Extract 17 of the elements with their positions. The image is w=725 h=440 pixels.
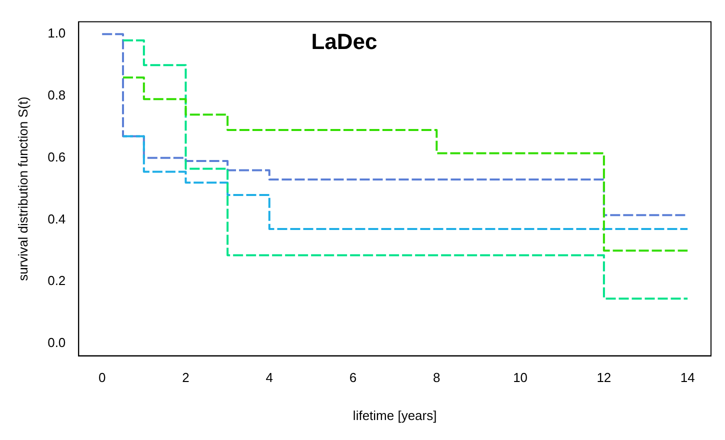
x-tick-label: 8 — [433, 370, 440, 386]
x-axis-title: lifetime [years] — [352, 408, 437, 423]
x-tick-label: 10 — [513, 370, 528, 386]
x-tick-label: 12 — [596, 370, 612, 386]
y-tick-label: 0.2 — [48, 273, 66, 288]
y-tick-label: 0.8 — [48, 88, 66, 103]
x-tick-label: 0 — [98, 370, 106, 386]
y-tick-label: 0.6 — [48, 149, 66, 164]
y-tick-label: 0.0 — [48, 335, 66, 350]
y-tick-label: 0.4 — [48, 211, 66, 226]
y-tick-label: 1.0 — [48, 26, 66, 41]
x-tick-label: 2 — [182, 370, 190, 386]
chart-title: LaDec — [311, 28, 378, 54]
x-tick-label: 6 — [349, 370, 357, 386]
x-tick-label: 14 — [680, 370, 695, 386]
y-axis-title: survival distribution function S(t) — [15, 96, 30, 281]
x-tick-label: 4 — [266, 370, 273, 386]
